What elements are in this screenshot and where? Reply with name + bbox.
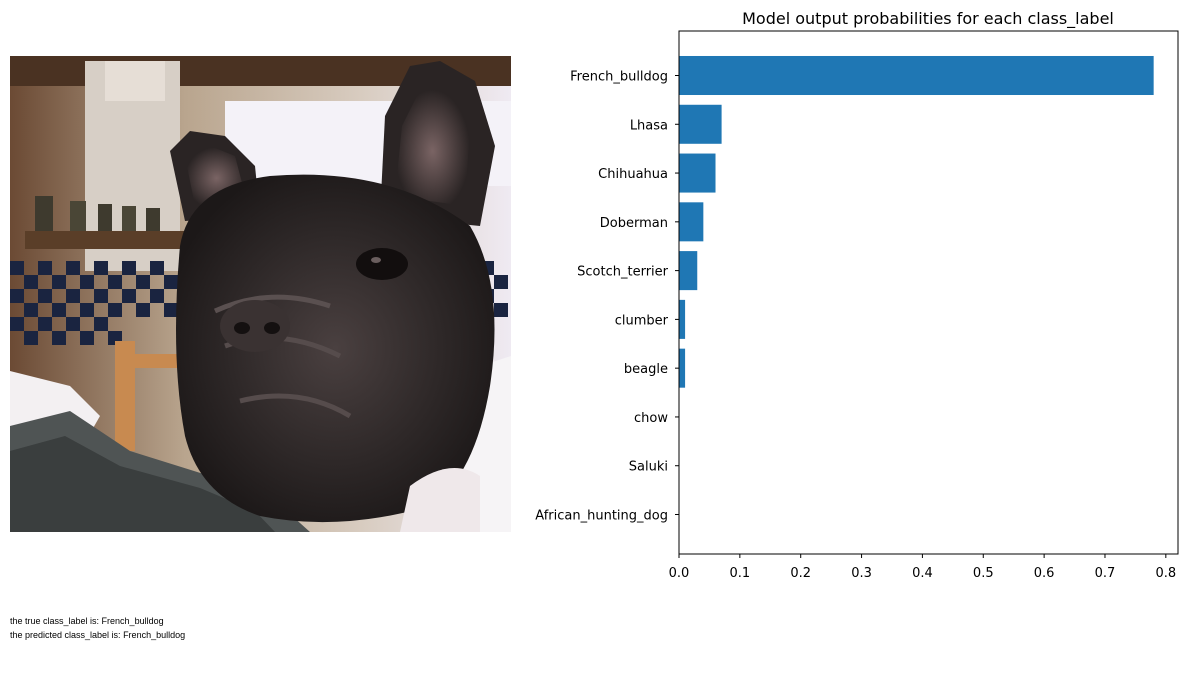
bars-layer — [679, 55, 1154, 388]
x-tick-label: 0.5 — [973, 566, 994, 581]
x-tick-label: 0.4 — [912, 566, 933, 581]
x-tick-label: 0.0 — [669, 566, 690, 581]
y-tick-label: Chihuahua — [598, 167, 668, 182]
y-tick-label: French_bulldog — [570, 70, 668, 85]
y-tick-label: Saluki — [629, 460, 668, 475]
bar-Scotch_terrier — [679, 251, 698, 291]
y-tick-label: chow — [634, 411, 668, 426]
y-tick-labels: French_bulldog Lhasa Chihuahua Doberman Scot… — [535, 70, 679, 524]
x-tick-label: 0.7 — [1095, 566, 1116, 581]
bar-clumber — [679, 299, 686, 339]
x-tick-label: 0.2 — [790, 566, 811, 581]
bar-Doberman — [679, 202, 704, 242]
y-tick-label: African_hunting_dog — [535, 509, 668, 524]
bar-beagle — [679, 348, 686, 388]
y-tick-label: Lhasa — [630, 118, 668, 133]
x-ticks: 0.0 0.1 0.2 0.3 0.4 0.5 0.6 0.7 0.8 — [669, 554, 1176, 581]
bar-Lhasa — [679, 104, 722, 144]
bar-Chihuahua — [679, 153, 716, 193]
predicted-label-caption: the predicted class_label is: French_bul… — [10, 630, 186, 640]
prediction-captions: the true class_label is: French_bulldog … — [10, 614, 185, 642]
x-tick-label: 0.1 — [730, 566, 751, 581]
axes-frame — [678, 30, 1179, 555]
y-tick-label: beagle — [624, 362, 668, 377]
x-tick-label: 0.8 — [1155, 566, 1176, 581]
y-tick-label: Doberman — [600, 216, 668, 231]
y-tick-label: clumber — [615, 313, 669, 328]
true-label-caption: the true class_label is: French_bulldog — [10, 616, 164, 626]
x-tick-label: 0.3 — [851, 566, 872, 581]
x-tick-label: 0.6 — [1034, 566, 1055, 581]
y-tick-label: Scotch_terrier — [577, 265, 669, 280]
french-bulldog-photo — [10, 56, 511, 532]
chart-title: Model output probabilities for each clas… — [742, 9, 1114, 29]
bar-French_bulldog — [679, 55, 1154, 96]
